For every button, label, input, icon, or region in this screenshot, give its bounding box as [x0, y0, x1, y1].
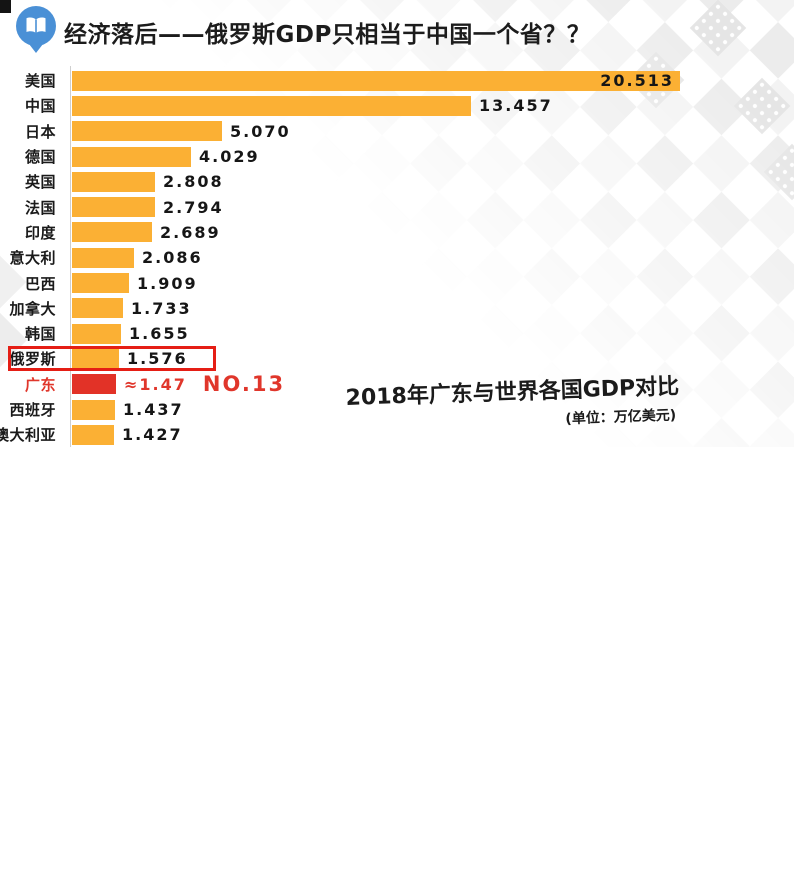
highlight-box [8, 346, 216, 372]
gdp-value: 1.733 [131, 298, 192, 318]
gdp-bar [72, 399, 115, 420]
gdp-bar [72, 273, 129, 294]
speech-bubble-tail [29, 44, 43, 53]
chart-row: 英国 2.808 [0, 169, 794, 194]
gdp-value: 2.086 [142, 248, 203, 268]
rank-badge: NO.13 [202, 372, 286, 397]
gdp-bar [72, 374, 116, 395]
open-book-icon [26, 17, 46, 33]
gdp-bar [72, 197, 155, 218]
gdp-value: ≈1.47 [124, 374, 187, 394]
gdp-value: 4.029 [199, 147, 260, 167]
corner-square-decoration [0, 0, 11, 13]
gdp-value: 2.794 [163, 197, 224, 217]
gdp-value: 2.689 [160, 222, 221, 242]
chart-row: 意大利 2.086 [0, 245, 794, 270]
country-label: 法国 [24, 198, 56, 217]
chart-row: 日本 5.070 [0, 119, 794, 144]
country-label: 西班牙 [9, 401, 56, 419]
gdp-bar [72, 298, 123, 319]
country-label: 德国 [24, 148, 56, 167]
gdp-bar [72, 171, 155, 192]
gdp-value: 1.909 [137, 273, 198, 293]
gdp-bar [72, 222, 152, 243]
gdp-bar: 20.513 [72, 70, 680, 91]
gdp-value: 1.427 [122, 425, 183, 445]
country-label: 美国 [24, 72, 56, 91]
gdp-bar [72, 247, 134, 268]
country-label: 广东 [24, 375, 56, 394]
gdp-bar [72, 146, 191, 167]
chart-row: 美国 20.513 [0, 68, 794, 93]
gdp-value: 2.808 [163, 172, 224, 192]
gdp-bar [72, 323, 121, 344]
country-label: 日本 [24, 122, 56, 141]
page-title: 经济落后——俄罗斯GDP只相当于中国一个省？？ [64, 22, 591, 48]
book-speech-bubble-icon [16, 6, 56, 46]
chart-row: 德国 4.029 [0, 144, 794, 169]
gdp-value: 5.070 [230, 121, 291, 141]
country-label: 中国 [24, 97, 56, 116]
gdp-value: 13.457 [479, 96, 553, 116]
chart-row: 法国 2.794 [0, 194, 794, 219]
gdp-bar [72, 121, 222, 142]
gdp-value: 1.655 [129, 324, 190, 344]
country-label: 巴西 [24, 274, 56, 293]
chart-row: 加拿大 1.733 [0, 296, 794, 321]
country-label: 加拿大 [9, 299, 56, 318]
chart-title-block: 2018年广东与世界各国GDP对比 (单位：万亿美元) [345, 368, 680, 436]
gdp-value: 20.513 [600, 71, 674, 91]
chart-row: 巴西 1.909 [0, 270, 794, 295]
gdp-value: 1.437 [123, 400, 184, 419]
dotted-diamond [689, 0, 747, 57]
gdp-bar [72, 95, 471, 116]
chart-row: 韩国 1.655 [0, 321, 794, 346]
country-label: 英国 [24, 173, 56, 192]
country-label: 澳大利亚 [0, 426, 56, 445]
country-label: 意大利 [9, 249, 56, 268]
country-label: 韩国 [24, 325, 56, 344]
chart-row: 印度 2.689 [0, 220, 794, 245]
chart-row: 中国 13.457 [0, 93, 794, 118]
gdp-bar [72, 424, 114, 445]
country-label: 印度 [24, 223, 56, 242]
